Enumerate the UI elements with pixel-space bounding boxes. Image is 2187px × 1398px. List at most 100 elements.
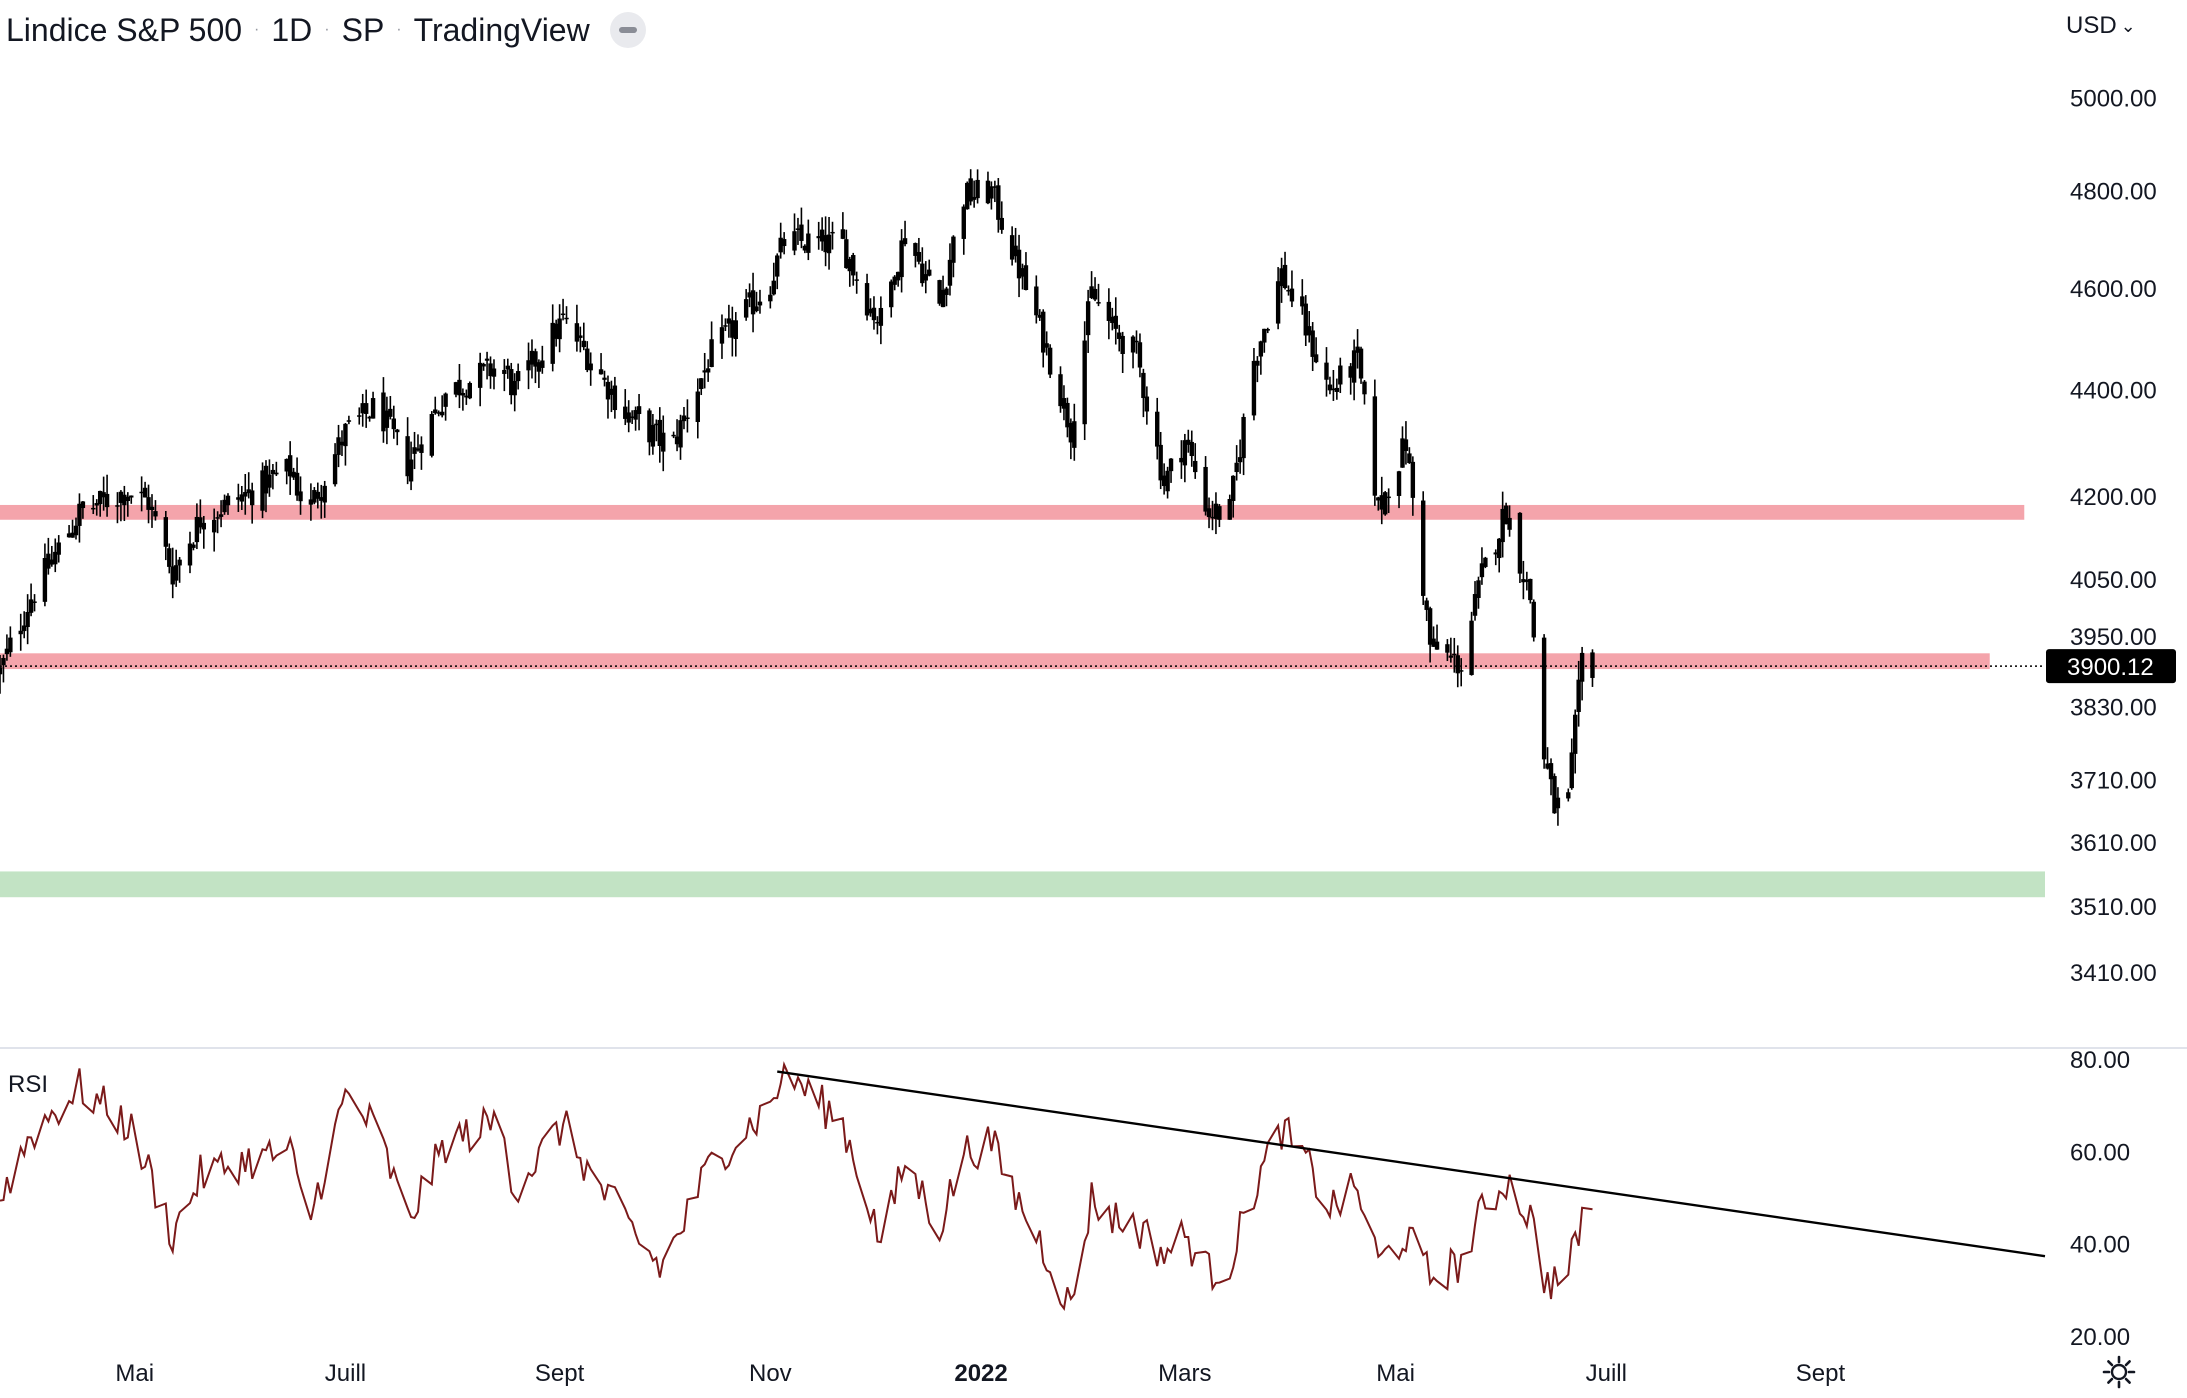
candle-body — [1144, 396, 1150, 412]
candle-body — [1275, 281, 1281, 324]
candle-body — [864, 283, 870, 316]
candle-body — [895, 271, 901, 281]
candle-body — [4, 648, 10, 655]
candle-body — [284, 458, 289, 472]
candle-body — [1334, 387, 1340, 392]
candle-body — [322, 485, 327, 503]
price-tick-label: 4800.00 — [2070, 179, 2157, 206]
candle-body — [467, 382, 472, 399]
candle-body — [844, 239, 849, 269]
candle-body — [529, 350, 535, 365]
candle-body — [937, 280, 942, 304]
rsi-axis[interactable]: 80.00 60.00 40.00 20.00 — [2070, 1047, 2130, 1351]
candle-body — [1303, 303, 1308, 336]
candle-body — [965, 182, 970, 210]
interval-label[interactable]: 1D — [271, 11, 313, 48]
candle-body — [429, 414, 434, 456]
symbol-header[interactable]: Lindice S&P 500 · 1D · SP · TradingView — [6, 8, 646, 52]
price-tick-label: 4600.00 — [2070, 276, 2157, 303]
candle-body — [287, 455, 293, 477]
candle-body — [395, 429, 400, 433]
candle-body — [920, 263, 925, 284]
candle-body — [671, 434, 676, 437]
candle-body — [992, 186, 998, 188]
price-tick-label: 3830.00 — [2070, 695, 2157, 722]
candle-body — [312, 490, 317, 503]
candle-body — [923, 274, 928, 281]
price-tick-label: 4200.00 — [2070, 484, 2157, 511]
candle-body — [581, 340, 586, 348]
candle-body — [609, 388, 614, 395]
candle-body — [477, 362, 483, 388]
candle-body — [1566, 792, 1571, 799]
candle-body — [73, 525, 79, 536]
candle-body — [1130, 336, 1136, 353]
price-tick-label: 4400.00 — [2070, 377, 2157, 404]
price-tick-label: 3950.00 — [2070, 624, 2157, 651]
candle-body — [360, 403, 365, 414]
candle-body — [336, 437, 341, 455]
time-tick-label: Mai — [115, 1360, 154, 1387]
candle-body — [705, 368, 711, 373]
rsi-tick-label: 80.00 — [2070, 1047, 2130, 1074]
candle-body — [1009, 235, 1015, 260]
candle-body — [70, 532, 75, 538]
time-axis[interactable]: Mai Juill Sept Nov 2022 Mars Mai Juill Sept — [115, 1360, 1845, 1387]
candle-body — [167, 548, 172, 567]
candle-body — [142, 487, 148, 498]
candle-body — [1217, 506, 1222, 520]
symbol-title[interactable]: Lindice S&P 500 — [6, 11, 243, 48]
candle-body — [1231, 475, 1236, 501]
candle-body — [1034, 286, 1039, 316]
chevron-down-icon: ⌄ — [2120, 15, 2136, 36]
candle-body — [1092, 288, 1098, 300]
resistance-zone[interactable] — [0, 504, 2025, 520]
candle-body — [488, 363, 493, 377]
candle-body — [1061, 398, 1067, 409]
candle-body — [847, 259, 852, 272]
candle-body — [191, 544, 196, 548]
candle-body — [550, 322, 555, 364]
candle-body — [1403, 439, 1409, 451]
time-tick-label: Juill — [325, 1360, 366, 1387]
candle-body — [1355, 346, 1360, 353]
candle-body — [1020, 268, 1025, 277]
price-axis[interactable]: 5000.00 4800.00 4600.00 4400.00 4200.00 4050.… — [2070, 85, 2157, 987]
candle-body — [747, 292, 752, 298]
candle-body — [481, 364, 486, 367]
candle-body — [405, 436, 410, 477]
candle-body — [757, 301, 763, 306]
support-zone[interactable] — [0, 871, 2045, 898]
candle-body — [654, 423, 659, 426]
candle-body — [118, 491, 124, 503]
resistance-zone[interactable] — [0, 653, 1990, 670]
candle-body — [1065, 402, 1070, 428]
candle-body — [1483, 557, 1488, 567]
candle-body — [1044, 343, 1049, 348]
candle-body — [343, 423, 348, 447]
rsi-trendline[interactable] — [777, 1070, 2046, 1258]
candle-body — [18, 630, 23, 635]
header-separator: · — [324, 21, 330, 38]
candle-body — [1455, 655, 1460, 674]
candle-body — [177, 559, 182, 566]
candle-body — [1310, 330, 1315, 357]
candle-body — [1300, 296, 1305, 307]
candle-body — [412, 447, 417, 454]
candle-body — [1182, 440, 1188, 466]
candle-body — [332, 454, 338, 485]
candle-body — [940, 289, 946, 308]
candle-body — [602, 377, 607, 380]
candle-body — [1541, 637, 1547, 760]
gear-icon[interactable] — [2102, 1355, 2136, 1389]
candle-body — [170, 566, 175, 585]
currency-selector[interactable]: USD ⌄ — [2066, 8, 2136, 44]
candle-body — [851, 255, 856, 276]
collapse-legend-button[interactable] — [609, 12, 646, 48]
candle-body — [129, 495, 134, 498]
candle-body — [1255, 360, 1260, 366]
rsi-line — [0, 1061, 1593, 1311]
candle-body — [346, 420, 352, 422]
candle-body — [1120, 335, 1125, 354]
